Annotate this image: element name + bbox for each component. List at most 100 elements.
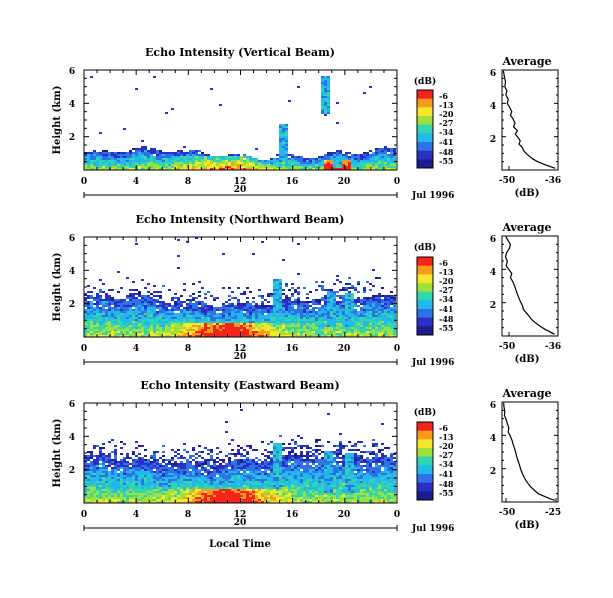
heatmap-cell: [93, 471, 96, 473]
heatmap-cell: [96, 469, 99, 471]
heatmap-cell: [165, 499, 168, 501]
heatmap-cell: [216, 469, 219, 471]
heatmap-cell: [180, 331, 183, 333]
heatmap-cell: [369, 156, 372, 158]
heatmap-cell: [330, 156, 333, 158]
panel-2-avg-title: Average: [501, 221, 551, 234]
heatmap-cell: [351, 154, 354, 156]
heatmap-cell: [306, 301, 309, 303]
heatmap-cell: [228, 325, 231, 327]
heatmap-cell: [198, 329, 201, 331]
heatmap-cell: [273, 285, 276, 287]
heatmap-cell: [120, 477, 123, 479]
heatmap-cell: [135, 289, 138, 291]
heatmap-cell: [168, 327, 171, 329]
heatmap-cell: [327, 160, 330, 162]
heatmap-cell: [87, 463, 90, 465]
heatmap-cell: [177, 499, 180, 501]
heatmap-cell: [267, 487, 270, 489]
heatmap-cell: [186, 325, 189, 327]
heatmap-cell: [177, 335, 180, 337]
heatmap-cell: [330, 309, 333, 311]
heatmap-cell: [126, 495, 129, 497]
heatmap-cell: [312, 315, 315, 317]
panel-2-avg-xtick-a: -50: [499, 342, 515, 352]
heatmap-cell: [183, 313, 186, 315]
heatmap-cell: [144, 331, 147, 333]
heatmap-cell: [264, 323, 267, 325]
heatmap-cell: [228, 311, 231, 313]
panel-2-ytick-4: 4: [69, 267, 75, 277]
heatmap-cell: [204, 467, 207, 469]
heatmap-cell: [183, 443, 186, 445]
panel-3-ylabel: Height (km): [52, 419, 63, 488]
heatmap-cell: [240, 156, 243, 158]
heatmap-cell: [366, 333, 369, 335]
heatmap-cell: [213, 313, 216, 315]
heatmap-cell: [96, 475, 99, 477]
heatmap-cell: [189, 501, 192, 503]
heatmap-cell: [84, 481, 87, 483]
heatmap-cell: [234, 333, 237, 335]
heatmap-cell: [171, 309, 174, 311]
heatmap-cell: [276, 162, 279, 164]
heatmap-cell: [210, 451, 213, 453]
heatmap-cell: [249, 166, 252, 168]
heatmap-cell: [111, 459, 114, 461]
heatmap-cell: [240, 293, 243, 295]
heatmap-cell: [183, 487, 186, 489]
heatmap-cell: [90, 477, 93, 479]
heatmap-cell: [144, 162, 147, 164]
heatmap-cell: [183, 168, 186, 170]
heatmap-cell: [267, 457, 270, 459]
heatmap-cell: [333, 156, 336, 158]
heatmap-cell: [195, 487, 198, 489]
heatmap-cell: [93, 499, 96, 501]
heatmap-cell: [312, 307, 315, 309]
heatmap-cell: [177, 457, 180, 459]
heatmap-cell: [150, 299, 153, 301]
heatmap-cell: [174, 483, 177, 485]
heatmap-cell: [228, 166, 231, 168]
heatmap-cell: [126, 325, 129, 327]
heatmap-cell: [279, 467, 282, 469]
heatmap-cell: [234, 485, 237, 487]
heatmap-cell: [351, 307, 354, 309]
heatmap-cell: [87, 459, 90, 461]
heatmap-cell: [264, 475, 267, 477]
heatmap-cell: [198, 325, 201, 327]
heatmap-cell: [372, 309, 375, 311]
heatmap-cell: [201, 325, 204, 327]
heatmap-cell: [249, 329, 252, 331]
heatmap-cell: [162, 327, 165, 329]
heatmap-cell: [180, 471, 183, 473]
heatmap-cell: [159, 164, 162, 166]
heatmap-cell: [243, 303, 246, 305]
heatmap-cell: [141, 483, 144, 485]
heatmap-cell: [279, 455, 282, 457]
heatmap-cell: [168, 475, 171, 477]
heatmap-cell: [252, 164, 255, 166]
heatmap-cell: [222, 158, 225, 160]
heatmap-cell: [234, 469, 237, 471]
heatmap-cell: [144, 473, 147, 475]
heatmap-cell: [102, 475, 105, 477]
heatmap-cell: [249, 331, 252, 333]
heatmap-cell: [180, 315, 183, 317]
heatmap-cell: [318, 168, 321, 170]
heatmap-cell: [315, 289, 318, 291]
heatmap-cell: [111, 335, 114, 337]
heatmap-cell: [135, 311, 138, 313]
heatmap-cell: [282, 335, 285, 337]
heatmap-cell: [165, 479, 168, 481]
heatmap-cell: [213, 479, 216, 481]
heatmap-cell: [345, 156, 348, 158]
heatmap-cell: [99, 325, 102, 327]
heatmap-cell: [291, 162, 294, 164]
heatmap-cell: [204, 491, 207, 493]
heatmap-cell: [294, 315, 297, 317]
heatmap-cell: [258, 305, 261, 307]
heatmap-cell: [183, 473, 186, 475]
heatmap-cell: [249, 313, 252, 315]
heatmap-cell: [198, 501, 201, 503]
